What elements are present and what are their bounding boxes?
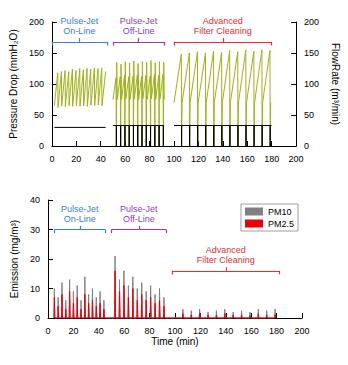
svg-text:60: 60 [120,154,130,164]
svg-text:Filter Cleaning: Filter Cleaning [197,255,255,265]
svg-text:200: 200 [29,17,44,27]
svg-text:Advanced: Advanced [206,245,246,255]
svg-text:Pulse-Jet: Pulse-Jet [120,204,158,214]
svg-text:120: 120 [193,326,208,336]
svg-text:80: 80 [145,154,155,164]
svg-text:160: 160 [240,154,255,164]
svg-text:40: 40 [96,154,106,164]
svg-text:0: 0 [304,141,309,151]
svg-text:Advanced: Advanced [203,16,243,26]
svg-text:100: 100 [304,79,319,89]
svg-text:On-Line: On-Line [64,214,96,224]
svg-text:FlowRate (m³/min): FlowRate (m³/min) [330,43,341,125]
svg-text:200: 200 [289,154,304,164]
svg-text:120: 120 [191,154,206,164]
svg-text:160: 160 [244,326,259,336]
svg-text:Time (min): Time (min) [151,336,198,347]
svg-text:Pressure Drop (mmH₂O): Pressure Drop (mmH₂O) [8,29,19,138]
svg-text:80: 80 [145,326,155,336]
svg-text:10: 10 [30,284,40,294]
svg-text:On-Line: On-Line [63,26,95,36]
svg-text:50: 50 [34,110,44,120]
svg-text:0: 0 [45,326,50,336]
svg-text:200: 200 [304,17,319,27]
svg-text:0: 0 [35,313,40,323]
svg-text:0: 0 [39,141,44,151]
svg-text:100: 100 [166,154,181,164]
svg-text:20: 20 [68,326,78,336]
svg-text:40: 40 [94,326,104,336]
svg-text:100: 100 [167,326,182,336]
svg-text:180: 180 [269,326,284,336]
svg-text:100: 100 [29,79,44,89]
svg-text:Off-Line: Off-Line [123,214,155,224]
svg-text:140: 140 [215,154,230,164]
svg-text:150: 150 [304,48,319,58]
svg-text:Pulse-Jet: Pulse-Jet [61,204,99,214]
svg-text:0: 0 [49,154,54,164]
svg-text:180: 180 [264,154,279,164]
svg-text:20: 20 [71,154,81,164]
svg-text:140: 140 [218,326,233,336]
svg-text:40: 40 [30,195,40,205]
svg-text:PM2.5: PM2.5 [268,219,294,229]
svg-text:PM10: PM10 [268,207,292,217]
svg-text:Pulse-Jet: Pulse-Jet [61,16,99,26]
svg-text:Filter Cleaning: Filter Cleaning [194,26,252,36]
svg-text:150: 150 [29,48,44,58]
svg-text:Emission (mg/m³): Emission (mg/m³) [9,220,20,298]
svg-text:200: 200 [294,326,309,336]
svg-text:60: 60 [119,326,129,336]
svg-text:30: 30 [30,225,40,235]
svg-text:20: 20 [30,254,40,264]
svg-text:50: 50 [304,110,314,120]
svg-text:Off-Line: Off-Line [123,26,155,36]
svg-text:Pulse-Jet: Pulse-Jet [120,16,158,26]
